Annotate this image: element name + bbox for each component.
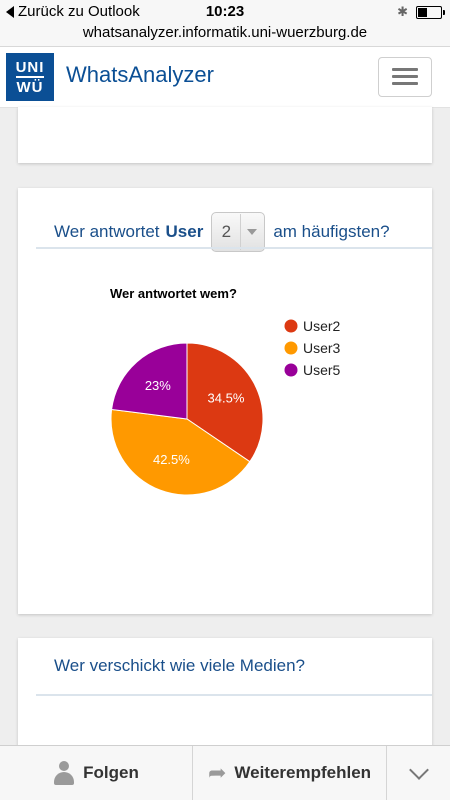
follow-button[interactable]: Folgen bbox=[0, 746, 193, 800]
more-button[interactable] bbox=[387, 746, 450, 800]
chevron-down-icon bbox=[408, 760, 429, 780]
pie-slice-user2[interactable] bbox=[186, 342, 264, 463]
menu-toggle-button[interactable] bbox=[378, 57, 432, 97]
legend-entry[interactable]: User3 bbox=[303, 340, 341, 356]
back-to-app-link[interactable]: Zurück zu Outlook bbox=[6, 3, 140, 20]
legend-marker bbox=[284, 363, 298, 377]
back-label: Zurück zu Outlook bbox=[18, 3, 140, 20]
slice-label: 34.5% bbox=[208, 390, 245, 405]
bluetooth-icon: ✱ bbox=[397, 4, 408, 19]
media-card-title: Wer verschickt wie viele Medien? bbox=[54, 656, 305, 675]
legend-marker bbox=[284, 319, 298, 333]
card-divider bbox=[36, 694, 432, 696]
brand-link[interactable]: WhatsAnalyzer bbox=[66, 62, 214, 87]
legend-marker bbox=[284, 341, 298, 355]
reply-card: Wer antwortet User 2 am häufigsten? Wer … bbox=[18, 188, 432, 614]
navbar: UNI WÜ WhatsAnalyzer bbox=[0, 47, 450, 108]
address-bar[interactable]: whatsanalyzer.informatik.uni-wuerzburg.d… bbox=[0, 24, 450, 47]
back-arrow-icon bbox=[6, 5, 14, 18]
reply-card-title: Wer antwortet User 2 am häufigsten? bbox=[54, 212, 390, 252]
pie-chart: Wer antwortet wem? 34.5% 42.5% 23% User2 Us… bbox=[110, 286, 341, 496]
battery-icon bbox=[416, 5, 445, 19]
share-button[interactable]: ➦ Weiterempfehlen bbox=[193, 746, 387, 800]
slice-label: 42.5% bbox=[153, 452, 190, 467]
bottom-toolbar: Folgen ➦ Weiterempfehlen bbox=[0, 745, 450, 800]
university-logo[interactable]: UNI WÜ bbox=[6, 53, 54, 101]
pie-slice-user3[interactable] bbox=[110, 408, 251, 496]
previous-card bbox=[18, 107, 432, 163]
legend-entry[interactable]: User5 bbox=[303, 362, 341, 378]
hamburger-icon bbox=[392, 68, 418, 71]
user-select-value: 2 bbox=[221, 222, 232, 241]
user-select[interactable]: 2 bbox=[211, 212, 266, 252]
pie-slice-user5[interactable] bbox=[111, 342, 188, 420]
status-bar: Zurück zu Outlook 10:23 ✱ bbox=[0, 0, 450, 24]
share-arrow-icon: ➦ bbox=[207, 760, 227, 785]
chart-title: Wer antwortet wem? bbox=[110, 286, 237, 301]
person-icon bbox=[53, 761, 75, 785]
card-divider bbox=[36, 247, 432, 249]
slice-label: 23% bbox=[145, 378, 171, 393]
legend-entry[interactable]: User2 bbox=[303, 318, 341, 334]
status-time: 10:23 bbox=[205, 3, 245, 20]
chevron-down-icon bbox=[240, 214, 263, 250]
